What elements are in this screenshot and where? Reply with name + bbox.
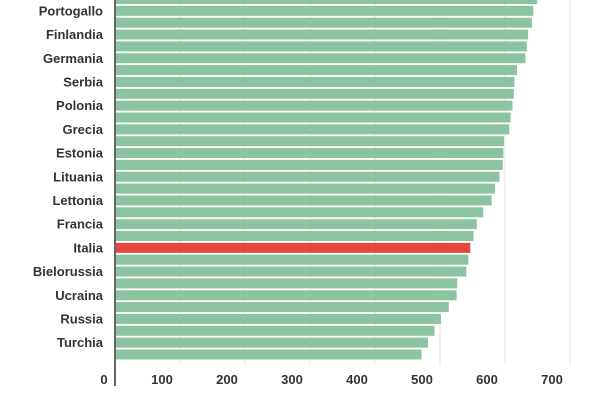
- category-label: Lituania: [53, 169, 104, 184]
- x-tick-label: 300: [281, 372, 303, 387]
- bar: [116, 136, 505, 147]
- bar: [116, 159, 503, 170]
- category-labels: Portogallo Finlandia Germania Serbia Polonia…: [33, 3, 104, 350]
- x-tick-label: 100: [151, 372, 173, 387]
- bar: [116, 325, 435, 336]
- category-label: Francia: [57, 217, 104, 232]
- category-label: Italia: [73, 240, 103, 255]
- bar: [116, 112, 511, 123]
- bar: [116, 349, 422, 360]
- bar-highlight: [116, 242, 471, 253]
- bar: [116, 124, 510, 135]
- x-tick-label: 200: [216, 372, 238, 387]
- bar: [116, 266, 467, 277]
- category-label: Lettonia: [52, 193, 103, 208]
- bar: [116, 41, 527, 52]
- bar: [116, 219, 477, 230]
- bar: [116, 88, 514, 99]
- bar: [116, 5, 534, 16]
- bar: [116, 100, 513, 111]
- category-label: Russia: [60, 311, 103, 326]
- bar: [116, 53, 526, 64]
- category-label: Portogallo: [39, 3, 103, 18]
- category-label: Estonia: [56, 146, 104, 161]
- category-label: Ucraina: [55, 288, 103, 303]
- category-label: Serbia: [63, 74, 104, 89]
- bar: [116, 148, 504, 159]
- bar: [116, 290, 457, 301]
- bar: [116, 231, 474, 241]
- bar: [116, 29, 529, 40]
- x-tick-label: 700: [541, 372, 563, 387]
- x-tick-label: 400: [346, 372, 368, 387]
- category-label: Grecia: [63, 122, 104, 137]
- bar: [116, 171, 500, 182]
- bar: [116, 0, 538, 4]
- category-label: Germania: [43, 51, 104, 66]
- bar: [116, 76, 515, 87]
- bar: [116, 278, 458, 289]
- bar: [116, 337, 428, 348]
- x-tick-labels: 0 100 200 300 400 500 600 700: [100, 372, 562, 387]
- category-label: Turchia: [57, 335, 104, 350]
- x-tick-label: 500: [411, 372, 433, 387]
- bar: [116, 183, 495, 194]
- bar: [116, 254, 469, 265]
- category-label: Finlandia: [46, 27, 104, 42]
- bar: [116, 17, 532, 28]
- bar: [116, 302, 449, 313]
- category-label: Polonia: [56, 98, 104, 113]
- bars: [116, 0, 538, 360]
- bar: [116, 207, 484, 218]
- category-label: Bielorussia: [33, 264, 104, 279]
- bar: [116, 313, 441, 324]
- bar: [116, 65, 518, 76]
- bar: [116, 195, 492, 206]
- x-tick-label: 600: [476, 372, 498, 387]
- x-tick-label: 0: [100, 372, 107, 387]
